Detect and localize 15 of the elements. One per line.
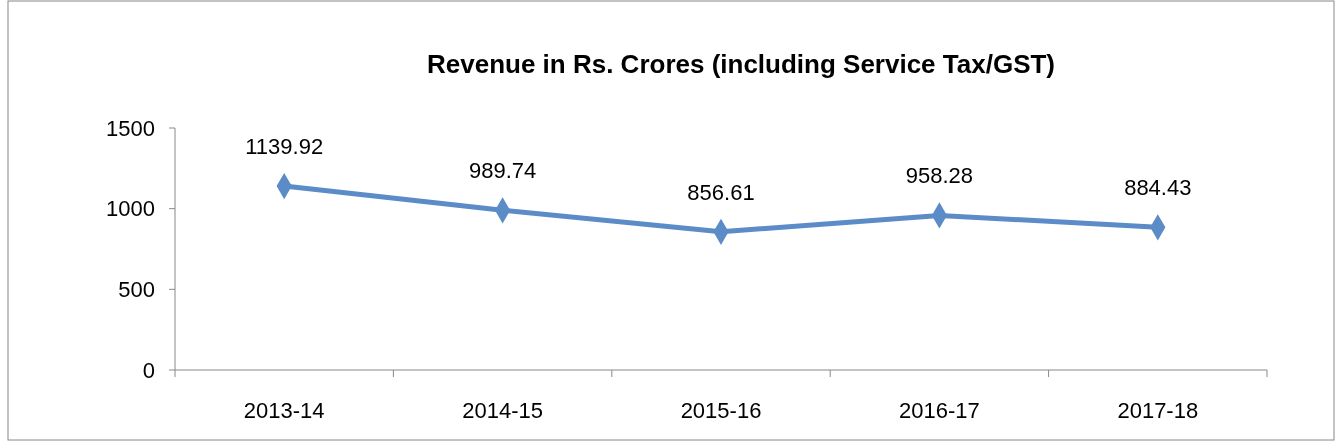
x-tick-label: 2017-18 xyxy=(1117,398,1199,423)
data-label: 884.43 xyxy=(1124,175,1192,201)
x-tick-label: 2014-15 xyxy=(462,398,543,423)
y-tick-label: 1500 xyxy=(106,115,155,141)
y-tick-label: 0 xyxy=(142,357,155,383)
x-tick-label: 2016-17 xyxy=(899,398,980,423)
data-label: 856.61 xyxy=(687,179,755,205)
x-tick-label: 2013-14 xyxy=(243,398,325,423)
data-label: 1139.92 xyxy=(245,134,324,160)
x-tick-label: 2015-16 xyxy=(680,398,762,423)
data-label: 989.74 xyxy=(468,158,537,184)
y-tick-label: 1000 xyxy=(106,196,155,222)
chart-title: Revenue in Rs. Crores (including Service Tax/GST) xyxy=(426,49,1056,79)
y-tick-label: 500 xyxy=(118,277,155,303)
data-label: 958.28 xyxy=(905,163,974,189)
